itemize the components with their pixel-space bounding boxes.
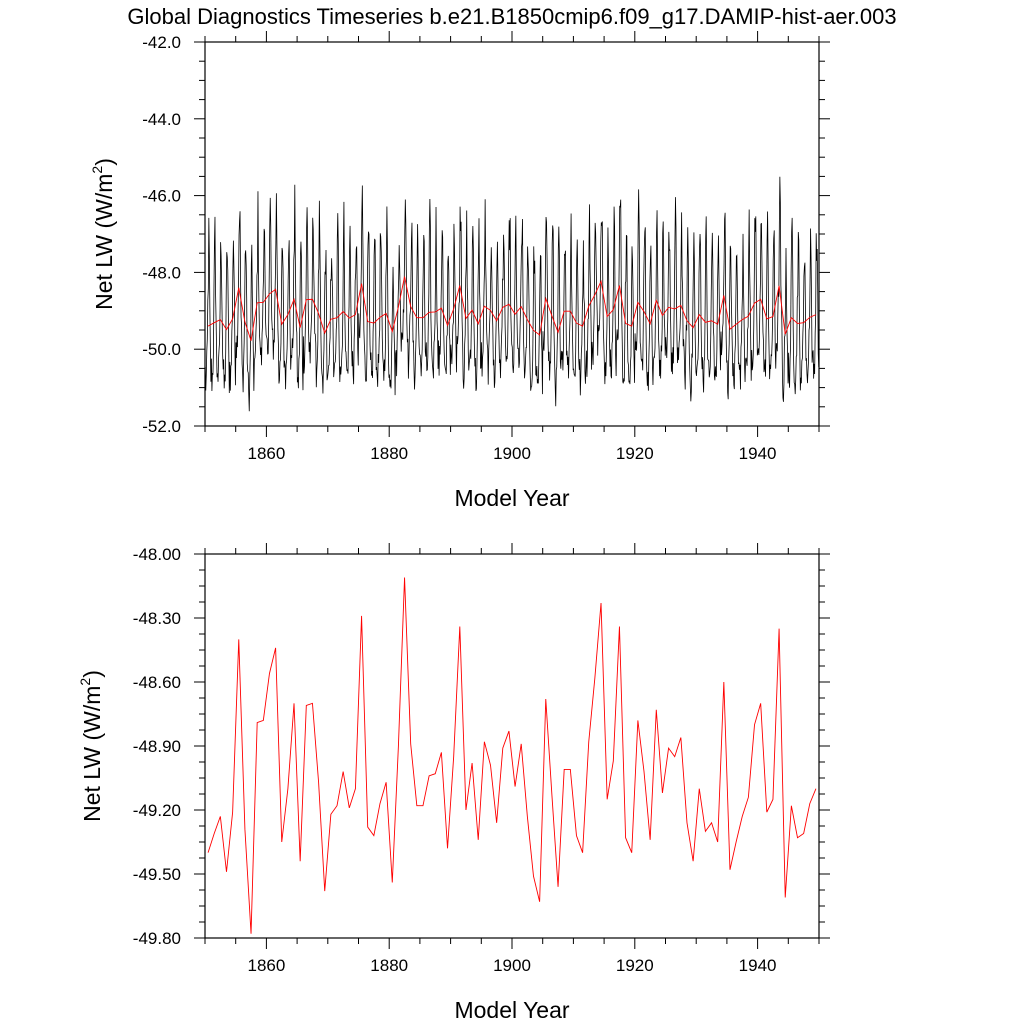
top-panel: 1860 1880 1900 1920 1940 -52.0 -50.0 -48.0 -46.0… [89, 31, 830, 511]
series-line-monthly [204, 176, 820, 412]
series-line-annual [207, 276, 817, 341]
plot-frame [204, 553, 820, 939]
y-tick-label: -49.80 [133, 929, 181, 948]
x-axis-label: Model Year [454, 997, 569, 1023]
y-tick-label: -48.00 [133, 545, 181, 564]
x-tick-label: 1920 [616, 956, 654, 975]
y-tick-label: -49.20 [133, 801, 181, 820]
y-tick-label: -50.0 [142, 340, 181, 359]
y-tick-label: -46.0 [142, 187, 181, 206]
y-tick-label: -48.90 [133, 737, 181, 756]
y-tick-label: -48.0 [142, 263, 181, 282]
y-tick-label: -49.50 [133, 865, 181, 884]
x-axis-label: Model Year [454, 485, 569, 511]
y-tick-label: -48.60 [133, 673, 181, 692]
x-tick-label: 1920 [616, 444, 654, 463]
series-line-annual [207, 577, 817, 934]
bottom-panel: 1860 1880 1900 1920 1940 -49.80 -49.50 -49.20 -4… [77, 543, 830, 1023]
y-tick-label: -44.0 [142, 110, 181, 129]
x-tick-label: 1940 [739, 956, 777, 975]
x-tick-label: 1900 [493, 956, 531, 975]
x-tick-label: 1860 [247, 956, 285, 975]
x-tick-label: 1940 [739, 444, 777, 463]
y-axis-label: Net LW (W/m2) [89, 158, 117, 310]
y-axis-label: Net LW (W/m2) [77, 670, 105, 822]
figure-title: Global Diagnostics Timeseries b.e21.B185… [127, 4, 896, 29]
x-tick-label: 1880 [370, 956, 408, 975]
x-tick-label: 1880 [370, 444, 408, 463]
y-tick-label: -48.30 [133, 609, 181, 628]
x-tick-label: 1900 [493, 444, 531, 463]
y-tick-label: -52.0 [142, 417, 181, 436]
x-tick-label: 1860 [247, 444, 285, 463]
y-tick-label: -42.0 [142, 33, 181, 52]
